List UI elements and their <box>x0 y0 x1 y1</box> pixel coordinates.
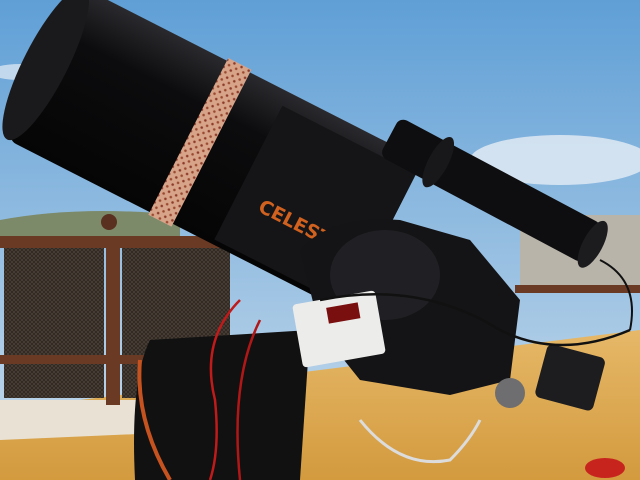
finder-scope <box>382 119 608 268</box>
railing-top <box>0 236 235 248</box>
cable <box>319 293 631 347</box>
hills <box>0 211 180 240</box>
finder-end <box>577 220 608 268</box>
controller-display <box>326 302 361 324</box>
cable <box>358 419 482 464</box>
tube-dew-shield <box>2 0 89 141</box>
railing-rail <box>0 355 230 364</box>
mount-base <box>134 330 310 480</box>
railing-finial <box>101 214 117 230</box>
cable <box>208 299 241 480</box>
cable <box>599 259 633 331</box>
dew-strap <box>148 57 252 227</box>
controller-box <box>292 290 386 368</box>
cloud <box>470 135 640 185</box>
railing-mesh <box>4 248 104 398</box>
railing-top <box>515 285 640 293</box>
cable <box>236 319 262 480</box>
finder-ring <box>422 136 455 188</box>
focuser-knob <box>495 378 525 408</box>
base-stripe <box>137 359 172 480</box>
cup <box>585 458 625 478</box>
camera <box>535 344 605 411</box>
railing-post <box>106 245 120 405</box>
